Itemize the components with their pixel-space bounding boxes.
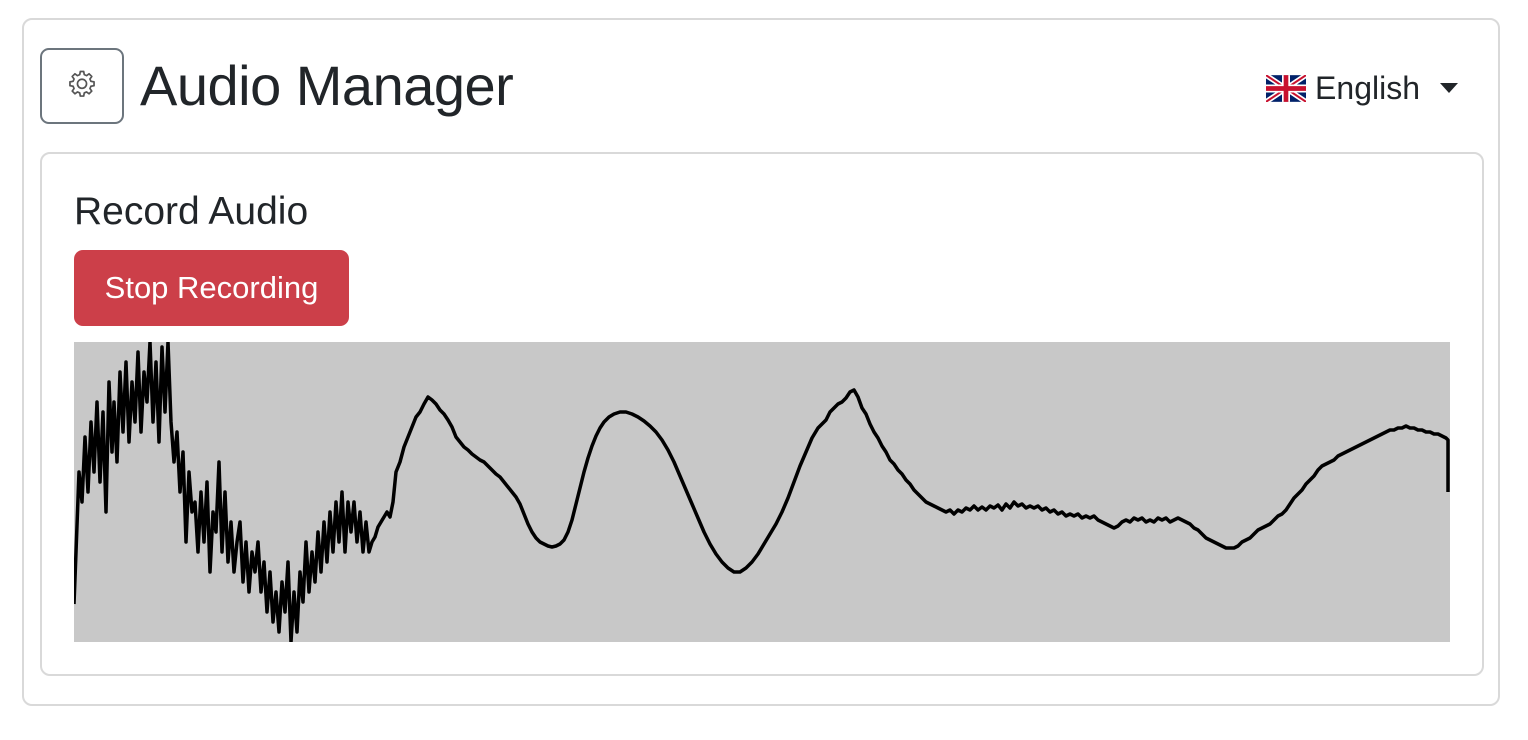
section-title: Record Audio <box>74 190 309 233</box>
language-dropdown[interactable]: English <box>1266 66 1458 110</box>
chevron-down-icon <box>1440 83 1458 93</box>
record-audio-card: Record Audio Stop Recording <box>40 152 1484 676</box>
settings-button[interactable] <box>40 48 124 124</box>
audio-waveform <box>74 342 1450 642</box>
gear-icon <box>65 67 99 106</box>
waveform-line <box>74 342 1450 642</box>
header: Audio Manager English <box>40 48 1482 126</box>
uk-flag-icon <box>1266 74 1307 102</box>
audio-manager-card: Audio Manager English Record Audio Stop … <box>22 18 1500 706</box>
page-title: Audio Manager <box>140 54 514 117</box>
stop-recording-button[interactable]: Stop Recording <box>74 250 349 326</box>
language-label: English <box>1315 69 1420 106</box>
